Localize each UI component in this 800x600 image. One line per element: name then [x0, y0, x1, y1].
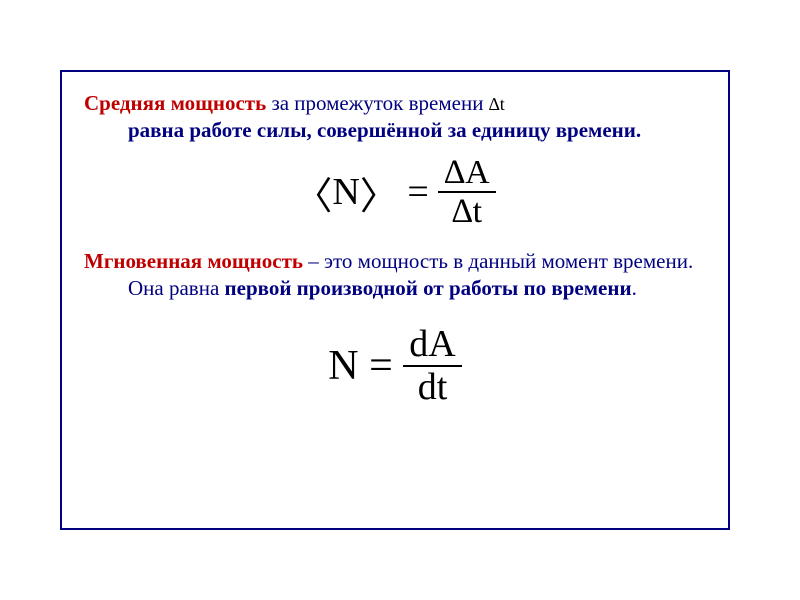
var-N: N — [332, 170, 359, 214]
text-continuation-inst: Она равна первой производной от работы п… — [84, 275, 706, 302]
formula-inst-power: N = dA dt — [84, 325, 706, 409]
text-tail: . — [632, 276, 637, 300]
fraction: dA dt — [403, 325, 461, 409]
term-avg-power: Средняя мощность — [84, 91, 266, 115]
fraction-numerator: ∆A — [438, 155, 495, 194]
angle-close: 〉 — [360, 165, 398, 220]
term-inst-power: Мгновенная мощность — [84, 249, 303, 273]
para-avg-power-def: Средняя мощность за промежуток времени ∆… — [84, 90, 706, 145]
formula-avg-power: 〈N〉 = ∆A ∆t — [84, 155, 706, 230]
equals-sign: = — [407, 170, 428, 214]
angle-open: 〈 — [294, 165, 332, 220]
fraction-denominator: dt — [403, 367, 461, 408]
equals-sign: = — [369, 342, 393, 390]
text-segment: за промежуток времени — [266, 91, 489, 115]
text-lead: Она равна — [128, 276, 225, 300]
fraction: ∆A ∆t — [438, 155, 495, 230]
para-inst-power-def: Мгновенная мощность – это мощность в дан… — [84, 248, 706, 303]
fraction-numerator: dA — [403, 325, 461, 368]
text-continuation: равна работе силы, совершённой за единиц… — [84, 117, 706, 144]
slide-frame: Средняя мощность за промежуток времени ∆… — [60, 70, 730, 530]
text-derivative-phrase: первой производной от работы по времени — [225, 276, 632, 300]
fraction-denominator: ∆t — [438, 193, 495, 230]
inline-delta-t: ∆t — [489, 94, 505, 114]
text-segment: – это мощность в данный момент времени. — [303, 249, 693, 273]
var-N: N — [328, 342, 358, 390]
